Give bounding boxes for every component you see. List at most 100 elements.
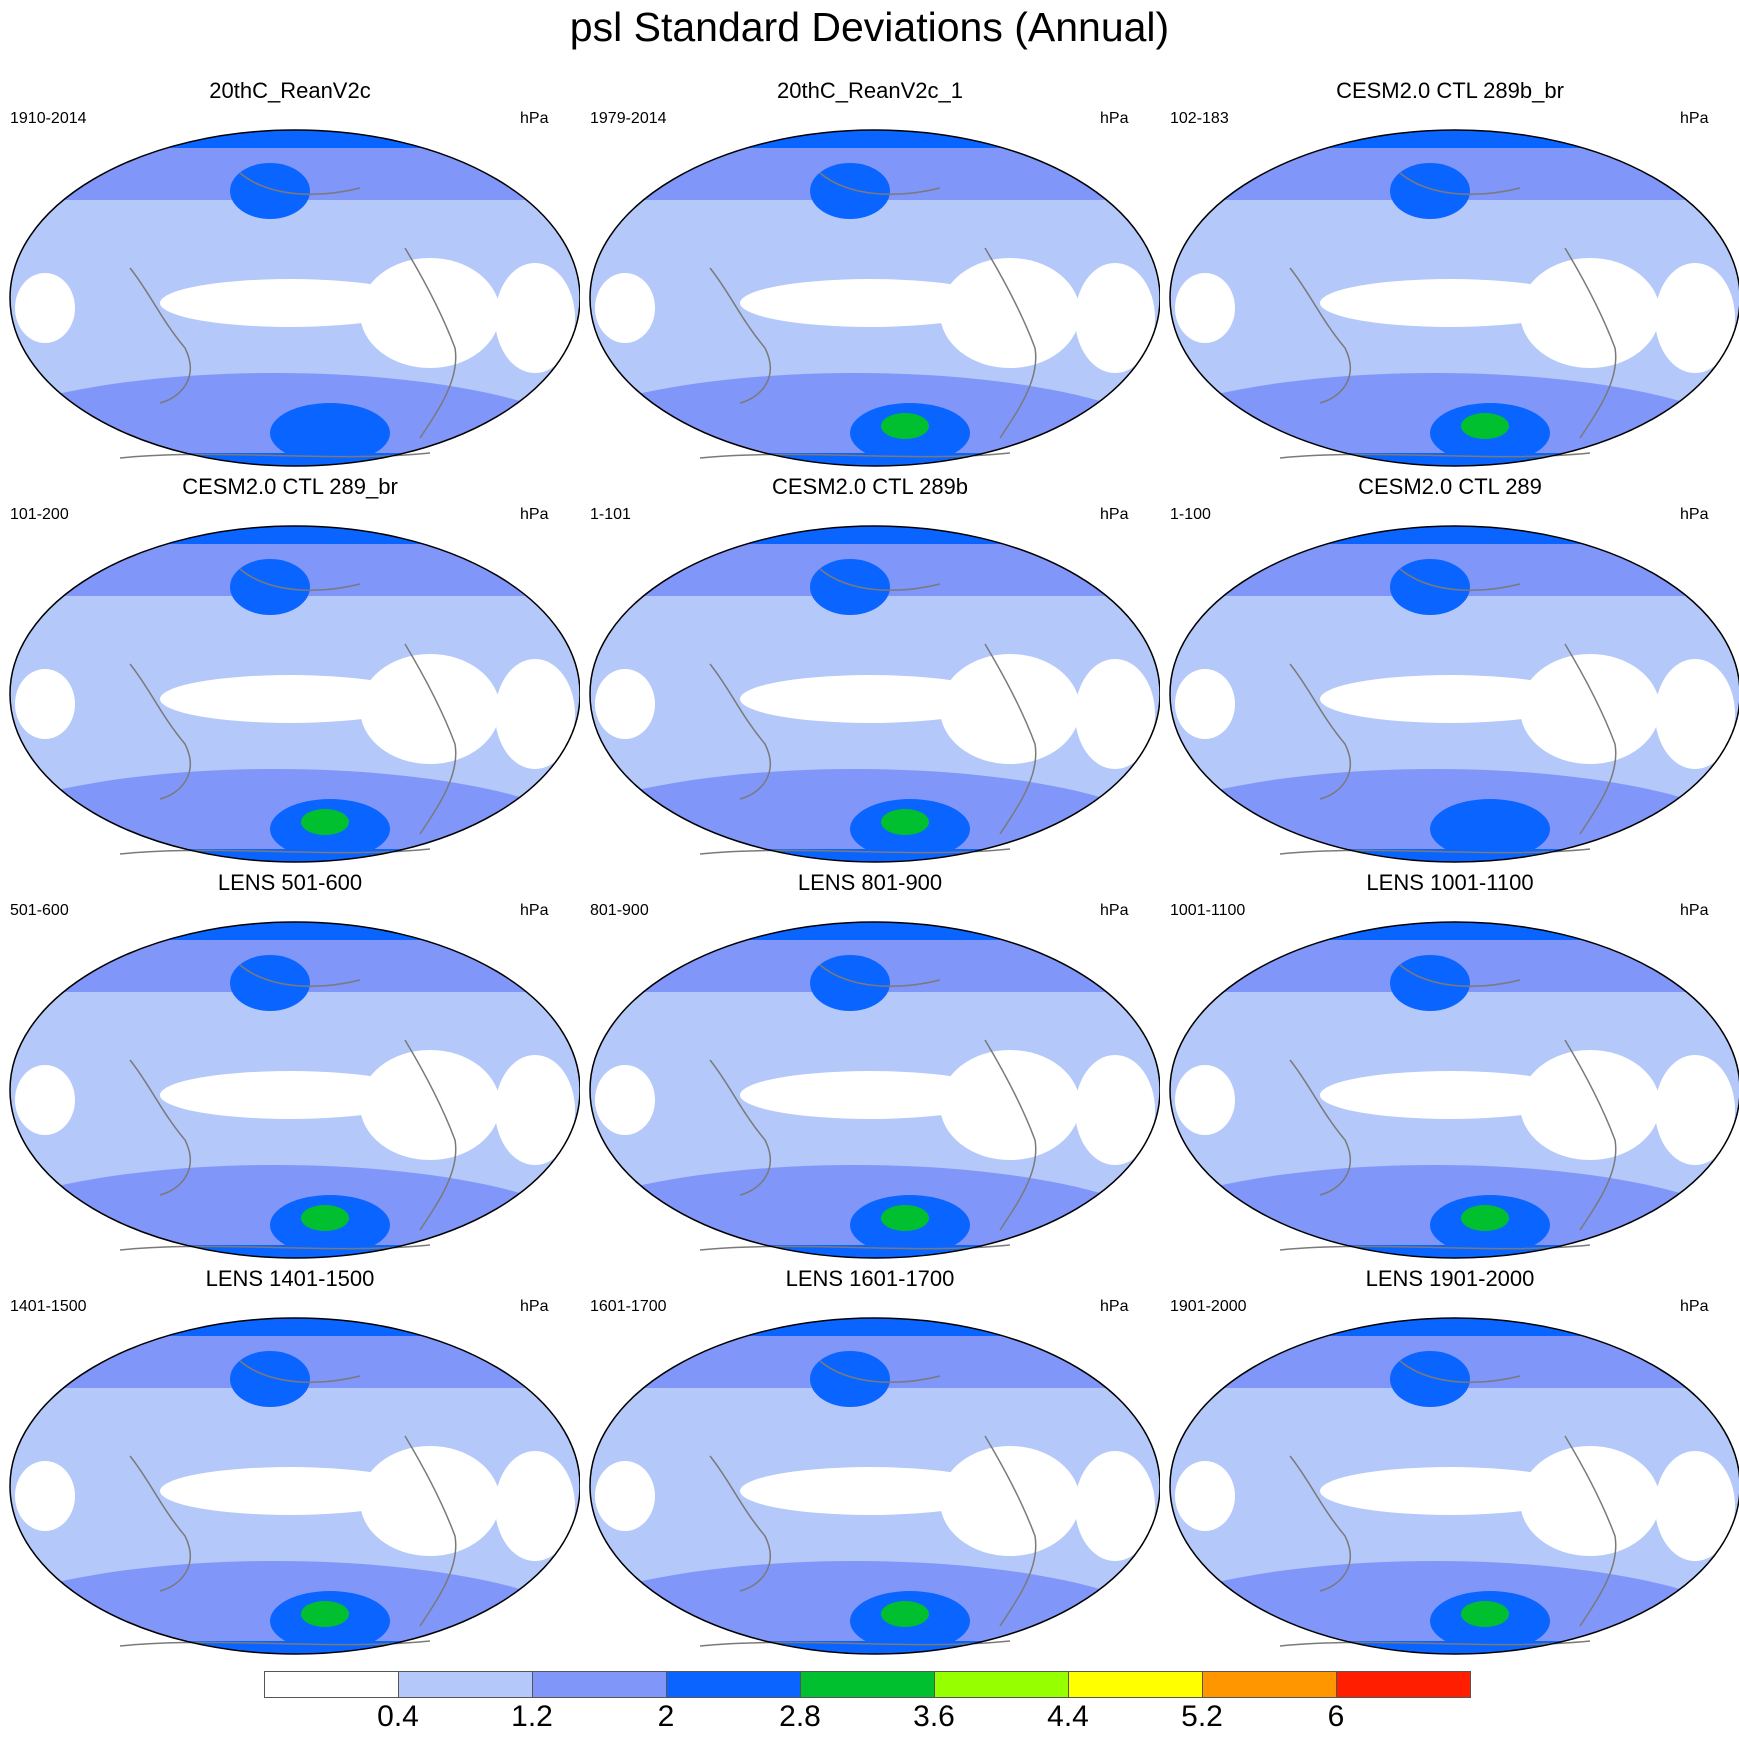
colorbar-tick-label: 2.8	[779, 1700, 821, 1733]
panel-unit-label: hPa	[1680, 902, 1709, 919]
map-panel: CESM2.0 CTL 289 1-100 hPa	[1160, 474, 1739, 864]
map-boundary	[9, 1317, 580, 1655]
panel-title: LENS 1401-1500	[205, 1266, 375, 1291]
contour-fill-layer	[1170, 526, 1739, 862]
map-plot	[9, 129, 580, 467]
contour-fill-layer	[10, 526, 580, 862]
contour-fill-layer	[590, 526, 1160, 862]
panel-title: LENS 501-600	[217, 870, 363, 895]
contour-fill-layer	[1170, 922, 1739, 1258]
coastline-outline	[1279, 568, 1617, 855]
colorbar-tick-label: 6	[1327, 1700, 1345, 1733]
panel-year-range: 102-183	[1170, 110, 1229, 127]
contour-fill-layer	[590, 130, 1160, 466]
panel-unit-label: hPa	[1100, 902, 1129, 919]
panel-year-range: 1-100	[1170, 506, 1211, 523]
contour-fill-layer	[10, 922, 580, 1258]
map-boundary	[589, 921, 1160, 1259]
coastline-outline	[699, 172, 1037, 459]
map-plot	[1169, 525, 1739, 863]
coastline-outline	[699, 1360, 1037, 1647]
panel-year-range: 1910-2014	[10, 110, 87, 127]
colorbar-swatch	[532, 1671, 667, 1698]
panel-unit-label: hPa	[520, 110, 549, 127]
colorbar-tick-label: 2	[657, 1700, 675, 1733]
map-plot	[1169, 129, 1739, 467]
colorbar-swatch	[1202, 1671, 1337, 1698]
colorbar-swatch	[666, 1671, 801, 1698]
contour-fill-layer	[10, 130, 580, 466]
panel-unit-label: hPa	[1100, 110, 1129, 127]
map-plot	[1169, 1317, 1739, 1655]
colorbar-tick-label: 1.2	[511, 1700, 553, 1733]
colorbar-swatch	[934, 1671, 1069, 1698]
map-boundary	[9, 525, 580, 863]
panel-year-range: 1401-1500	[10, 1298, 87, 1315]
map-boundary	[1169, 129, 1739, 467]
panel-unit-label: hPa	[520, 506, 549, 523]
map-plot	[9, 1317, 580, 1655]
panel-unit-label: hPa	[1680, 110, 1709, 127]
panel-unit-label: hPa	[1100, 1298, 1129, 1315]
map-plot	[1169, 921, 1739, 1259]
coastline-outline	[1279, 964, 1617, 1251]
map-plot	[9, 921, 580, 1259]
colorbar-swatch	[800, 1671, 935, 1698]
map-panel: 20thC_ReanV2c_1 1979-2014 hPa	[580, 78, 1160, 468]
colorbar-swatch	[398, 1671, 533, 1698]
map-boundary	[589, 129, 1160, 467]
panel-year-range: 501-600	[10, 902, 69, 919]
colorbar: 0.4 1.2 2 2.8 3.6 4.4 5.2 6	[264, 1671, 1474, 1733]
panel-year-range: 1979-2014	[590, 110, 667, 127]
coastline-outline	[119, 172, 457, 459]
contour-fill-layer	[1170, 1318, 1739, 1654]
panel-unit-label: hPa	[1680, 1298, 1709, 1315]
map-plot	[589, 525, 1160, 863]
panel-year-range: 1601-1700	[590, 1298, 667, 1315]
panel-year-range: 101-200	[10, 506, 69, 523]
coastline-outline	[119, 964, 457, 1251]
colorbar-tick-label: 0.4	[377, 1700, 419, 1733]
contour-fill-layer	[1170, 130, 1739, 466]
colorbar-swatch	[1336, 1671, 1471, 1698]
contour-fill-layer	[10, 1318, 580, 1654]
panel-title: LENS 1901-2000	[1365, 1266, 1535, 1291]
map-plot	[589, 1317, 1160, 1655]
coastline-outline	[119, 1360, 457, 1647]
map-panel: CESM2.0 CTL 289_br 101-200 hPa	[0, 474, 580, 864]
map-panel: LENS 501-600 501-600 hPa	[0, 870, 580, 1260]
coastline-outline	[1279, 172, 1617, 459]
contour-fill-layer	[590, 1318, 1160, 1654]
coastline-outline	[699, 964, 1037, 1251]
panel-title: CESM2.0 CTL 289b	[771, 474, 969, 499]
panel-title: CESM2.0 CTL 289b_br	[1336, 78, 1564, 103]
map-panel: 20thC_ReanV2c 1910-2014 hPa	[0, 78, 580, 468]
map-panel: LENS 1601-1700 1601-1700 hPa	[580, 1266, 1160, 1656]
panel-unit-label: hPa	[520, 1298, 549, 1315]
figure-title: psl Standard Deviations (Annual)	[569, 4, 1170, 50]
map-boundary	[1169, 525, 1739, 863]
panel-title: LENS 1601-1700	[785, 1266, 955, 1291]
panel-unit-label: hPa	[520, 902, 549, 919]
panel-title: CESM2.0 CTL 289_br	[182, 474, 398, 499]
map-panel: CESM2.0 CTL 289b 1-101 hPa	[580, 474, 1160, 864]
panel-unit-label: hPa	[1680, 506, 1709, 523]
panel-title: 20thC_ReanV2c_1	[777, 78, 963, 103]
map-panel: LENS 801-900 801-900 hPa	[580, 870, 1160, 1260]
panel-year-range: 1-101	[590, 506, 631, 523]
map-panel: CESM2.0 CTL 289b_br 102-183 hPa	[1160, 78, 1739, 468]
colorbar-tick-label: 5.2	[1181, 1700, 1223, 1733]
map-panel: LENS 1401-1500 1401-1500 hPa	[0, 1266, 580, 1656]
map-boundary	[9, 129, 580, 467]
panel-title: LENS 1001-1100	[1366, 870, 1534, 895]
map-plot	[589, 129, 1160, 467]
coastline-outline	[699, 568, 1037, 855]
map-plot	[589, 921, 1160, 1259]
panel-year-range: 1901-2000	[1170, 1298, 1247, 1315]
coastline-outline	[1279, 1360, 1617, 1647]
panel-year-range: 801-900	[590, 902, 649, 919]
colorbar-swatch	[264, 1671, 399, 1698]
map-panel: LENS 1901-2000 1901-2000 hPa	[1160, 1266, 1739, 1656]
coastline-outline	[119, 568, 457, 855]
colorbar-tick-label: 3.6	[913, 1700, 955, 1733]
